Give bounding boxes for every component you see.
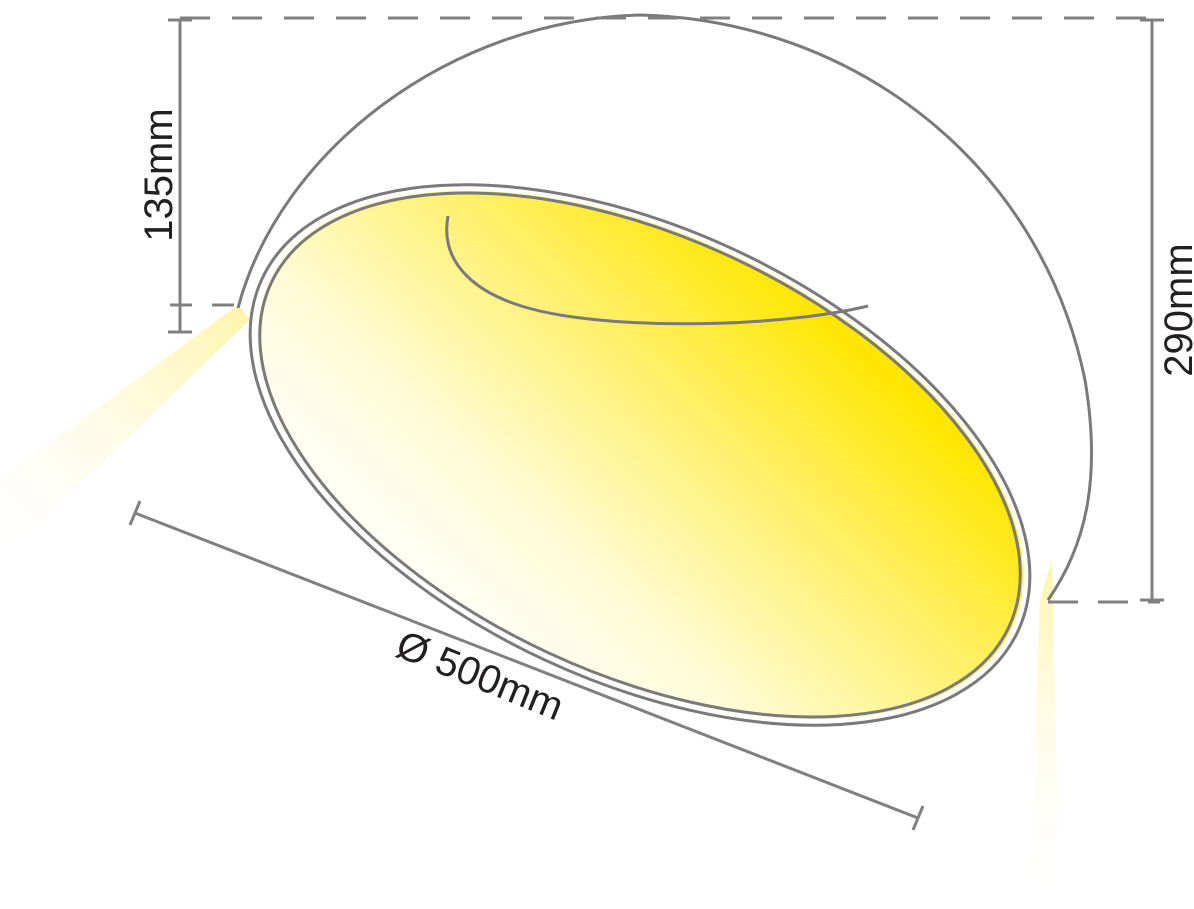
dimension-inner-depth — [168, 18, 192, 334]
lamp-opening-fill — [256, 190, 1024, 720]
inner-depth-label: 135mm — [137, 108, 181, 241]
lamp-rim-inner — [258, 191, 1022, 719]
inner-recess-outline — [445, 215, 869, 326]
light-beam-right — [1030, 560, 1060, 909]
lamp-rim-outer — [248, 183, 1032, 727]
lamp-shell-outline — [236, 13, 1094, 601]
dimension-total-height — [1140, 18, 1164, 602]
total-height-label: 290mm — [1157, 243, 1194, 376]
dimension-diameter — [128, 500, 925, 831]
light-beam-left — [0, 305, 250, 560]
